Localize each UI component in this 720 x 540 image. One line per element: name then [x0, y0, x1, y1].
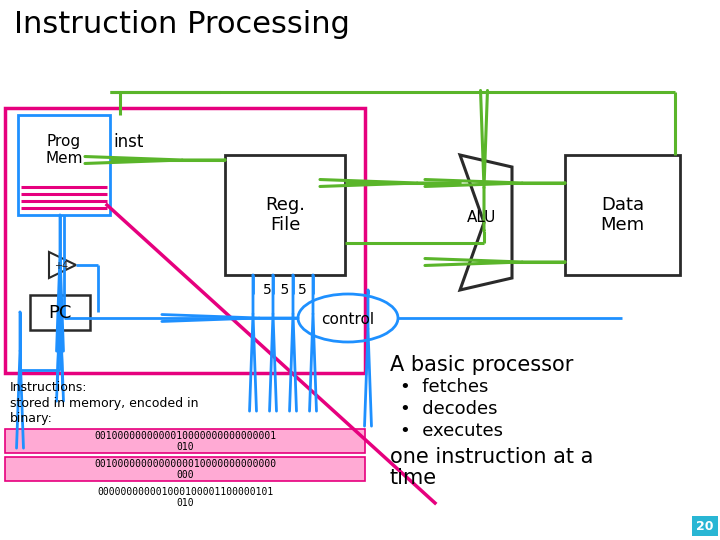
Bar — [5, 429, 365, 453]
Text: •  executes: • executes — [400, 422, 503, 440]
Bar — [565, 155, 680, 275]
Text: PC: PC — [48, 303, 72, 321]
Text: Instruction Processing: Instruction Processing — [14, 10, 350, 39]
Text: •  decodes: • decodes — [400, 400, 498, 418]
Text: 0010000000000000010000000000000: 0010000000000000010000000000000 — [94, 459, 276, 469]
Bar — [18, 115, 110, 215]
Text: 000000000001000100001100000101: 000000000001000100001100000101 — [97, 487, 273, 497]
Text: 010: 010 — [176, 442, 194, 452]
Text: ALU: ALU — [467, 210, 497, 225]
Text: Data
Mem: Data Mem — [600, 195, 644, 234]
Text: 0010000000000010000000000000001: 0010000000000010000000000000001 — [94, 431, 276, 441]
Bar — [692, 516, 718, 536]
Text: Instructions:: Instructions: — [10, 381, 88, 394]
Bar — [225, 155, 345, 275]
Bar — [5, 108, 365, 373]
Text: •  fetches: • fetches — [400, 378, 488, 396]
Text: control: control — [321, 312, 374, 327]
Text: 000: 000 — [176, 470, 194, 480]
Text: binary:: binary: — [10, 412, 53, 425]
Text: Reg.
File: Reg. File — [265, 195, 305, 234]
Text: A basic processor: A basic processor — [390, 355, 573, 375]
Text: one instruction at a: one instruction at a — [390, 447, 593, 467]
Text: 010: 010 — [176, 498, 194, 508]
Bar — [30, 295, 90, 330]
Text: 5  5  5: 5 5 5 — [263, 283, 307, 297]
Text: +4: +4 — [54, 261, 68, 271]
Bar — [5, 457, 365, 481]
Text: stored in memory, encoded in: stored in memory, encoded in — [10, 397, 199, 410]
Text: Prog
Mem: Prog Mem — [45, 134, 83, 166]
Text: inst: inst — [113, 133, 143, 151]
Text: 20: 20 — [696, 519, 714, 532]
Text: time: time — [390, 468, 437, 488]
